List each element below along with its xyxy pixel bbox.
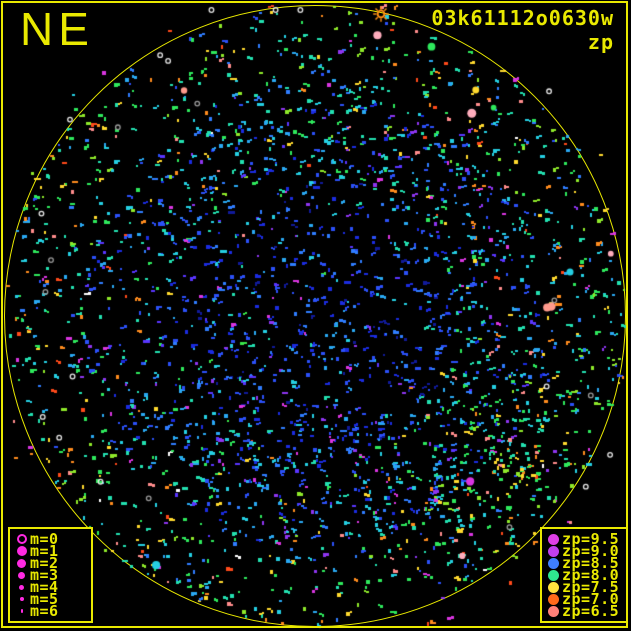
- zp-marker-icon: [548, 545, 559, 557]
- legend-row: m=4: [13, 577, 88, 596]
- magnitude-label: m=5: [30, 589, 59, 608]
- magnitude-marker-icon: [19, 584, 24, 590]
- legend-row: zp=9.0: [545, 541, 623, 560]
- zp-label: zp=8.0: [562, 565, 620, 584]
- zp-marker-icon: [548, 593, 559, 605]
- zp-marker-icon: [548, 581, 559, 593]
- magnitude-marker-icon: [19, 597, 24, 601]
- zp-marker-icon: [548, 533, 559, 545]
- legend-row: m=3: [13, 565, 88, 584]
- plot-title-block: 03k61112o0630w zp: [431, 6, 614, 54]
- zp-label: zp=6.5: [562, 601, 620, 620]
- magnitude-label: m=0: [30, 529, 59, 548]
- zp-label: zp=9.0: [562, 541, 620, 560]
- magnitude-marker-icon: [16, 534, 27, 544]
- zp-label: zp=8.5: [562, 553, 620, 572]
- legend-row: zp=7.5: [545, 577, 623, 596]
- legend-row: m=2: [13, 553, 88, 572]
- zp-label: zp=7.5: [562, 577, 620, 596]
- zp-marker-icon: [548, 605, 559, 617]
- legend-row: zp=7.0: [545, 589, 623, 608]
- magnitude-legend: m=0 m=1 m=2 m=3 m=4 m=5 m=6: [8, 527, 93, 623]
- zeropoint-legend: zp=9.5 zp=9.0 zp=8.5 zp=8.0 zp=7.5 zp=7.…: [540, 527, 628, 623]
- legend-row: m=5: [13, 589, 88, 608]
- magnitude-marker-icon: [20, 609, 23, 613]
- magnitude-label: m=2: [30, 553, 59, 572]
- magnitude-label: m=3: [30, 565, 59, 584]
- magnitude-label: m=6: [30, 601, 59, 620]
- orientation-label: NE: [20, 3, 94, 55]
- zp-marker-icon: [548, 557, 559, 569]
- plot-title: 03k61112o0630w: [431, 6, 614, 30]
- colorbar-label: zp: [587, 30, 614, 54]
- legend-row: m=0: [13, 529, 88, 548]
- legend-row: zp=6.5: [545, 601, 623, 620]
- magnitude-label: m=1: [30, 541, 59, 560]
- magnitude-marker-icon: [17, 558, 26, 568]
- magnitude-marker-icon: [16, 546, 27, 556]
- legend-row: zp=8.5: [545, 553, 623, 572]
- zp-label: zp=9.5: [562, 529, 620, 548]
- magnitude-label: m=4: [30, 577, 59, 596]
- legend-row: zp=9.5: [545, 529, 623, 548]
- legend-row: m=6: [13, 601, 88, 620]
- legend-row: zp=8.0: [545, 565, 623, 584]
- zp-marker-icon: [548, 569, 559, 581]
- magnitude-marker-icon: [18, 571, 25, 579]
- zp-label: zp=7.0: [562, 589, 620, 608]
- legend-row: m=1: [13, 541, 88, 560]
